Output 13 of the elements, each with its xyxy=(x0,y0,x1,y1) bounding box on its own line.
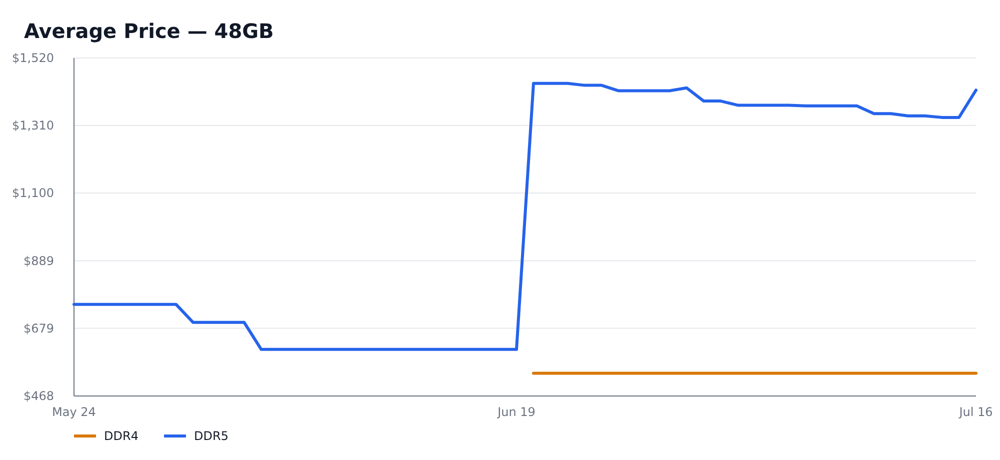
legend-label: DDR5 xyxy=(194,429,228,443)
y-tick-label: $889 xyxy=(23,254,54,268)
x-tick-label: Jul 16 xyxy=(958,405,993,419)
y-tick-label: $1,100 xyxy=(12,186,54,200)
legend-label: DDR4 xyxy=(104,429,138,443)
y-tick-label: $468 xyxy=(23,389,54,404)
y-tick-label: $1,310 xyxy=(12,118,54,133)
x-tick-label: Jun 19 xyxy=(496,405,536,419)
y-tick-label: $679 xyxy=(23,321,54,336)
y-tick-label: $1,520 xyxy=(12,51,54,66)
x-tick-label: May 24 xyxy=(52,405,96,419)
chart-title: Average Price — 48GB xyxy=(24,19,274,43)
line-series xyxy=(72,82,978,351)
